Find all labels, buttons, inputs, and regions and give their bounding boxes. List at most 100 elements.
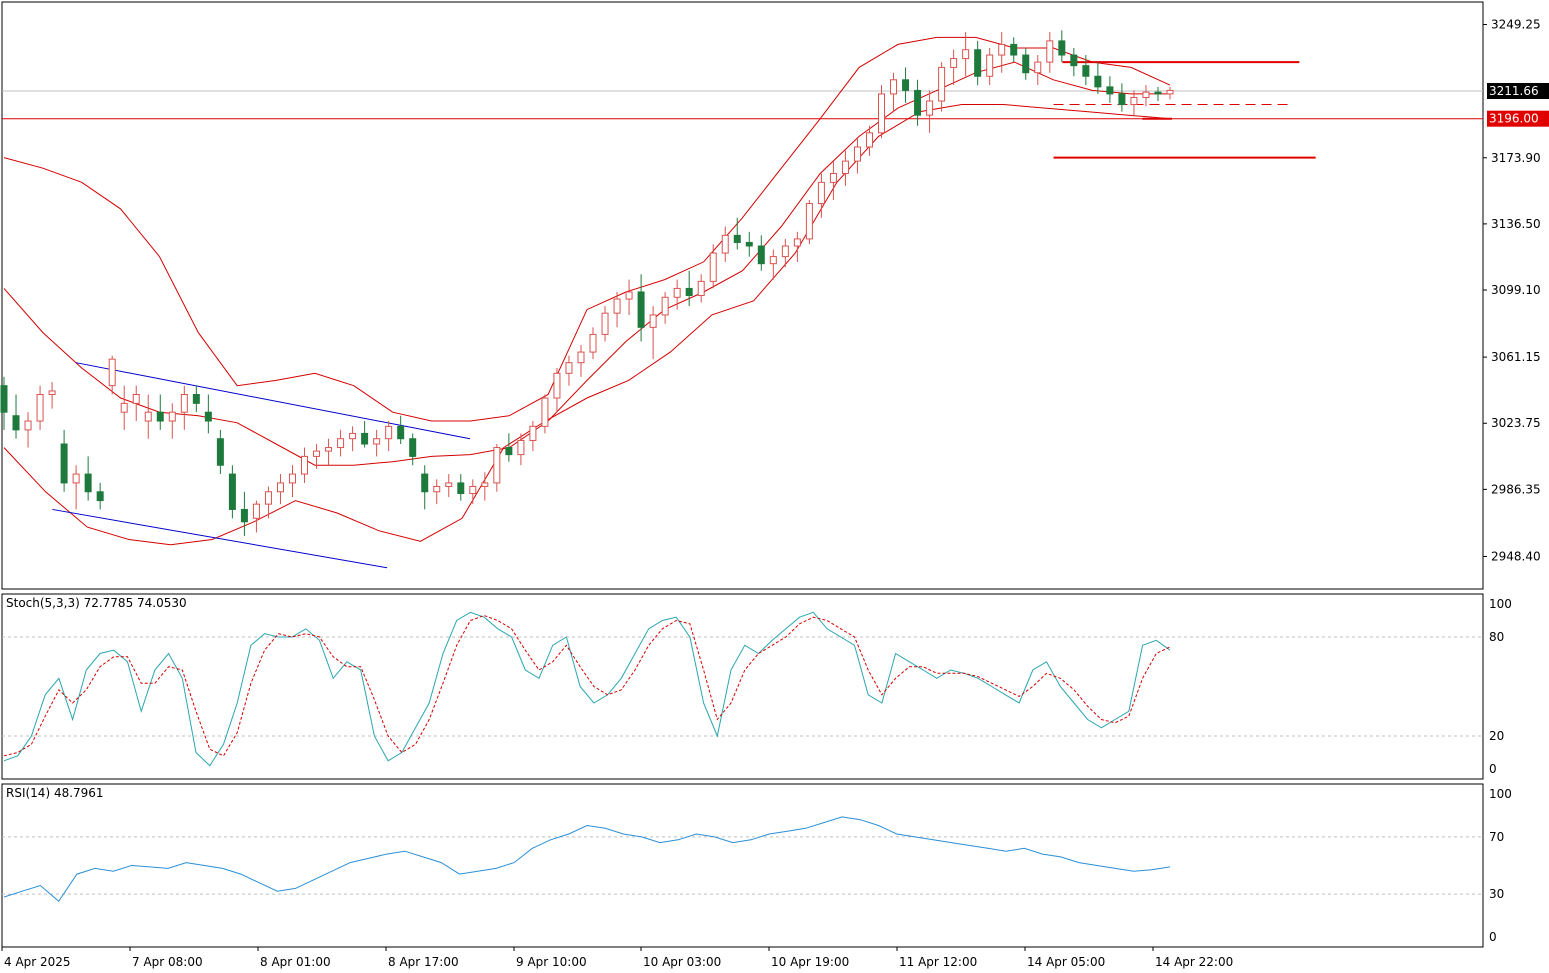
- candle-body: [1034, 61, 1042, 74]
- time-tick-label: 14 Apr 22:00: [1155, 955, 1233, 969]
- candle-body: [397, 425, 405, 440]
- candle-body: [865, 132, 873, 148]
- candle-body: [84, 473, 92, 493]
- candle-body: [252, 503, 260, 519]
- channel-upper-line: [75, 362, 471, 440]
- candle-body: [829, 173, 837, 183]
- candle-body: [673, 287, 681, 298]
- candle-body: [180, 394, 188, 413]
- candle-body: [1130, 96, 1138, 106]
- current-price-label: 3211.66: [1489, 84, 1539, 98]
- channel-lower-line: [52, 508, 388, 569]
- candle-body: [313, 450, 321, 457]
- candle-body: [337, 438, 345, 449]
- time-tick-label: 11 Apr 12:00: [899, 955, 977, 969]
- candle-body: [661, 296, 669, 316]
- candle-body: [192, 394, 200, 404]
- candle-body: [998, 43, 1006, 56]
- stochastic-label: Stoch(5,3,3) 72.7785 74.0530: [6, 596, 187, 610]
- candle-body: [926, 100, 934, 116]
- candle-body: [48, 390, 56, 396]
- candle-body: [24, 420, 32, 431]
- rsi-tick-label: 100: [1489, 787, 1512, 801]
- candle-body: [60, 443, 68, 484]
- candle-body: [36, 394, 44, 422]
- candle-body: [373, 438, 381, 445]
- rsi-tick-label: 0: [1489, 930, 1497, 944]
- time-tick-label: 14 Apr 05:00: [1027, 955, 1105, 969]
- current-price-label-bg: [1487, 83, 1549, 100]
- candle-body: [817, 181, 825, 205]
- bollinger-upper-band: [3, 36, 1171, 422]
- candle-body: [445, 482, 453, 487]
- time-tick-label: 4 Apr 2025: [4, 955, 71, 969]
- candle-body: [914, 89, 922, 116]
- candle-body: [709, 252, 717, 282]
- candle-body: [745, 241, 753, 247]
- candle-body: [156, 411, 164, 422]
- rsi-line: [3, 816, 1171, 903]
- candle-body: [349, 432, 357, 440]
- candle-body: [962, 49, 970, 60]
- candle-body: [96, 491, 104, 502]
- candle-body: [12, 415, 20, 431]
- price-tick-label: 2948.40: [1491, 549, 1541, 563]
- candle-body: [108, 358, 116, 387]
- candle-body: [469, 485, 477, 495]
- price-tick-label: 3099.10: [1491, 283, 1541, 297]
- level-price-label-bg: [1487, 110, 1549, 127]
- rsi-label: RSI(14) 48.7961: [6, 786, 104, 800]
- time-tick-label: 8 Apr 01:00: [260, 955, 331, 969]
- candle-body: [216, 438, 224, 466]
- candle-body: [529, 425, 537, 441]
- candle-body: [1070, 54, 1078, 67]
- candle-body: [637, 291, 645, 328]
- candle-body: [793, 238, 801, 247]
- candle-body: [685, 287, 693, 296]
- candle-body: [1022, 54, 1030, 74]
- candle-body: [1082, 65, 1090, 77]
- candle-body: [697, 280, 705, 296]
- candle-body: [1058, 40, 1066, 56]
- stochastic-panel: [1, 593, 1484, 780]
- rsi-tick-label: 70: [1489, 830, 1504, 844]
- stoch-main-line: [3, 611, 1171, 767]
- candle-body: [1142, 91, 1150, 98]
- candle-body: [1046, 40, 1054, 63]
- price-tick-label: 3136.50: [1491, 217, 1541, 231]
- candle-body: [601, 312, 609, 335]
- candle-body: [781, 245, 789, 258]
- candle-body: [805, 203, 813, 240]
- candle-body: [613, 298, 621, 314]
- time-tick-label: 7 Apr 08:00: [132, 955, 203, 969]
- candle-body: [204, 411, 212, 422]
- candle-body: [1094, 75, 1102, 88]
- candle-body: [890, 79, 898, 95]
- candle-body: [649, 314, 657, 328]
- bollinger-lower-band: [3, 104, 1171, 546]
- candle-body: [361, 432, 369, 445]
- candle-body: [950, 58, 958, 68]
- candle-body: [553, 372, 561, 399]
- price-tick-label: 2986.35: [1491, 482, 1541, 496]
- stoch-tick-label: 100: [1489, 597, 1512, 611]
- candle-body: [721, 234, 729, 254]
- candle-body: [264, 491, 272, 505]
- candle-body: [421, 473, 429, 493]
- candle-body: [1154, 91, 1162, 95]
- candle-body: [757, 245, 765, 265]
- candle-body: [168, 411, 176, 422]
- candle-body: [1010, 43, 1018, 56]
- candle-body: [986, 54, 994, 77]
- candle-body: [228, 473, 236, 510]
- candle-body: [481, 482, 489, 487]
- bollinger-middle-band: [3, 61, 1170, 466]
- candle-body: [276, 482, 284, 493]
- time-tick-label: 10 Apr 03:00: [643, 955, 721, 969]
- candle-body: [301, 455, 309, 475]
- price-tick-label: 3061.15: [1491, 350, 1541, 364]
- candle-body: [625, 291, 633, 300]
- candle-body: [120, 402, 128, 413]
- rsi-tick-label: 30: [1489, 887, 1504, 901]
